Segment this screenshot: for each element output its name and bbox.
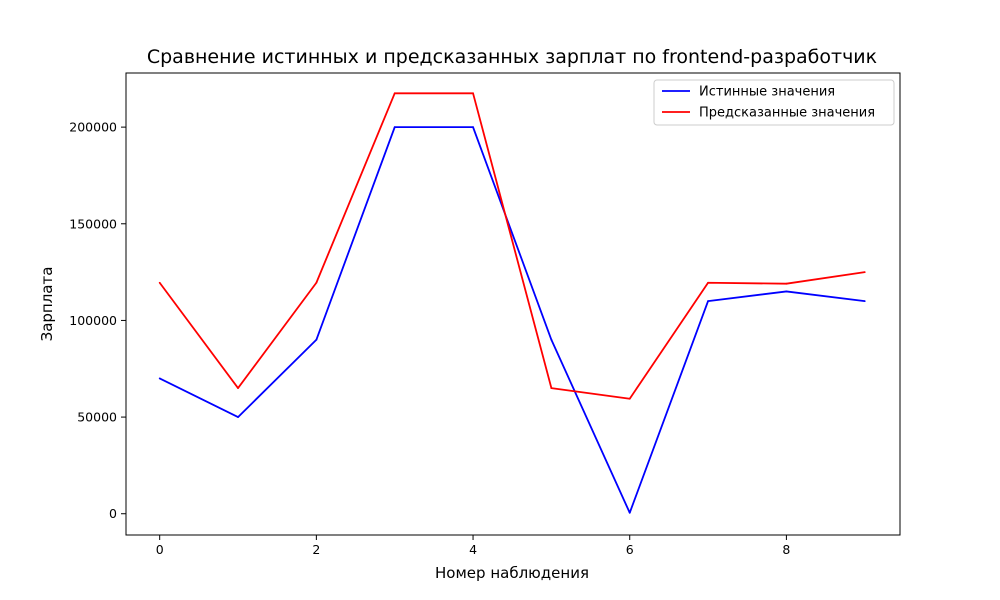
series-2-point: [472, 92, 474, 95]
y-axis-ticks: 0 50000 100000 150000 200000: [69, 120, 126, 521]
legend-label-2: Предсказанные значения: [699, 106, 875, 121]
y-tick-label: 50000: [77, 410, 117, 425]
x-axis-ticks: 0 2 4 6 8: [156, 535, 790, 557]
series-2-point: [550, 387, 553, 389]
plot-frame: [125, 72, 901, 536]
series-1-point: [863, 300, 866, 303]
series-2-point: [315, 281, 318, 284]
x-tick-label: 6: [626, 542, 634, 557]
x-tick-label: 2: [312, 542, 320, 557]
legend-label-1: Истинные значения: [699, 85, 835, 100]
series-2-point: [863, 271, 866, 274]
y-axis-label: Зарплата: [38, 267, 56, 342]
series-2-point: [393, 92, 396, 95]
series-2-point: [237, 387, 239, 389]
series-1-point: [707, 300, 709, 303]
x-axis-label: Номер наблюдения: [435, 564, 589, 582]
x-tick-label: 8: [782, 542, 790, 557]
y-tick-label: 0: [109, 506, 117, 521]
y-tick-label: 150000: [69, 216, 117, 231]
series-2-point: [785, 282, 788, 285]
series-2-point: [628, 397, 631, 400]
x-tick-label: 0: [156, 542, 164, 557]
legend-box: [653, 79, 895, 126]
series-2-point: [707, 281, 709, 284]
y-tick-label: 100000: [69, 313, 117, 328]
series-line-1: [159, 126, 865, 514]
x-tick-label: 4: [469, 542, 477, 557]
series-1-point: [393, 126, 396, 129]
series-1-point: [237, 416, 239, 418]
series-1-point: [158, 377, 161, 380]
series-layer: [158, 92, 866, 514]
chart-title: Сравнение истинных и предсказанных зарпл…: [147, 46, 877, 68]
series-2-point: [158, 281, 161, 284]
series-1-point: [315, 338, 318, 341]
series-1-point: [550, 338, 553, 341]
y-tick-label: 200000: [69, 120, 117, 135]
series-1-point: [472, 126, 474, 129]
legend: Истинные значения Предсказанные значения: [653, 79, 895, 126]
plot-area: [125, 72, 901, 536]
series-1-point: [628, 511, 631, 514]
series-line-2: [158, 92, 865, 400]
series-1-point: [785, 290, 788, 293]
